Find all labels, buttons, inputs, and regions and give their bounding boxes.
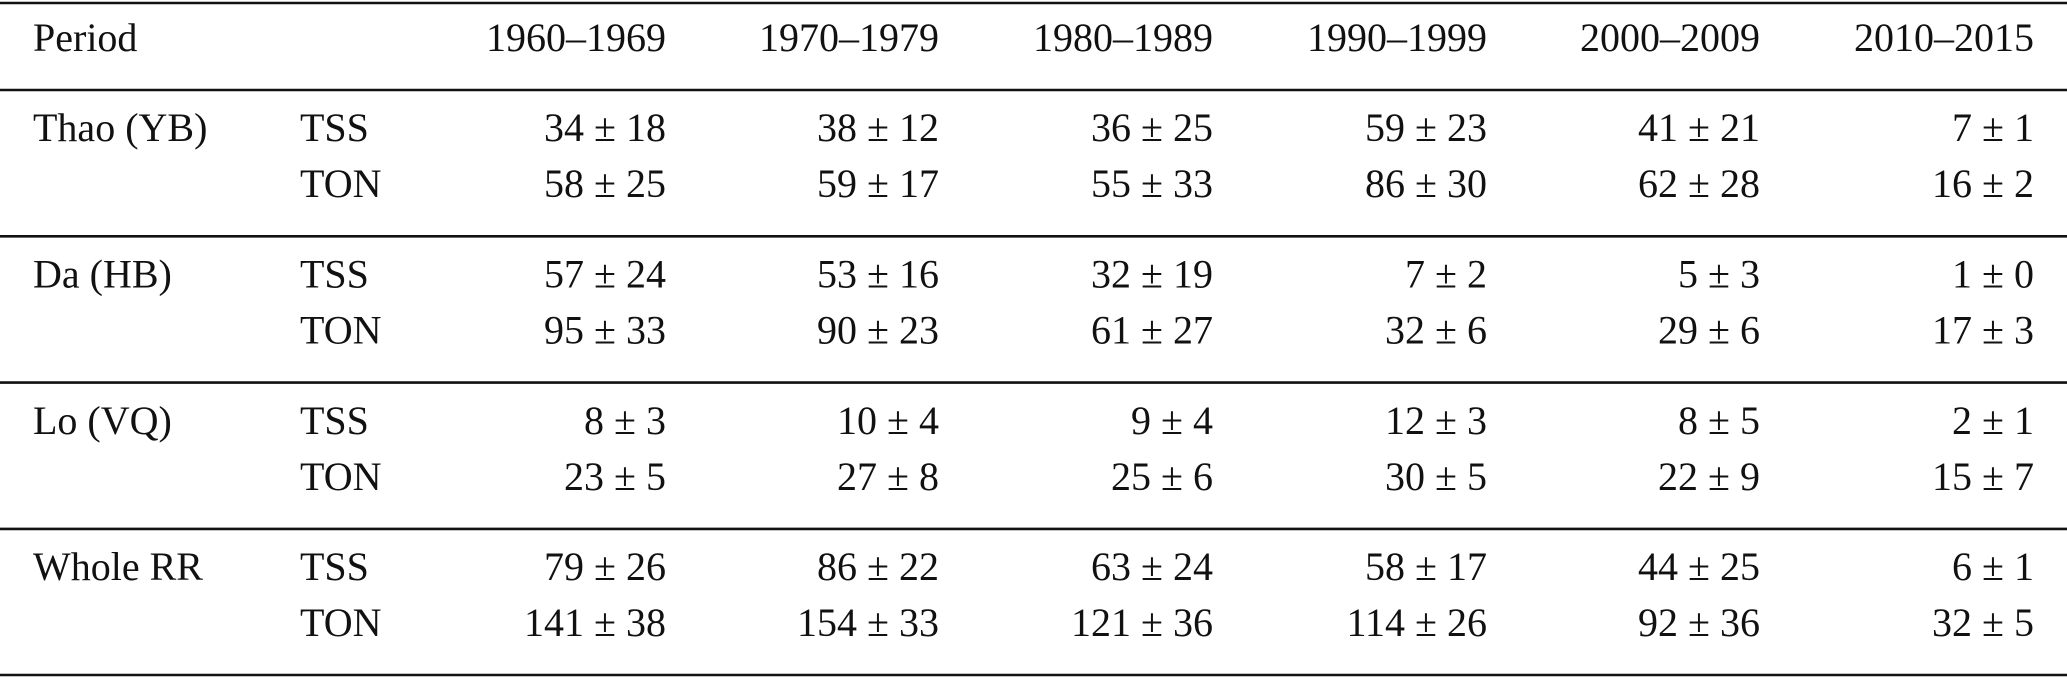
cell: 141 ± 38 <box>524 600 666 645</box>
group-name: Lo (VQ) <box>33 398 172 443</box>
cell: 7 ± 2 <box>1405 251 1487 296</box>
row-label: TON <box>300 600 381 645</box>
header-cell: 1990–1999 <box>1307 15 1487 60</box>
cell: 59 ± 23 <box>1365 105 1487 150</box>
cell: 25 ± 6 <box>1111 454 1213 499</box>
group-name: Thao (YB) <box>33 105 207 150</box>
cell: 58 ± 17 <box>1365 544 1487 589</box>
cell: 41 ± 21 <box>1638 105 1760 150</box>
cell: 7 ± 1 <box>1952 105 2034 150</box>
cell: 32 ± 6 <box>1385 307 1487 352</box>
cell: 57 ± 24 <box>544 251 666 296</box>
row-label: TSS <box>300 398 369 443</box>
cell: 79 ± 26 <box>544 544 666 589</box>
group-name: Da (HB) <box>33 251 172 296</box>
cell: 30 ± 5 <box>1385 454 1487 499</box>
row-label: TON <box>300 454 381 499</box>
cell: 63 ± 24 <box>1091 544 1213 589</box>
cell: 17 ± 3 <box>1932 307 2034 352</box>
cell: 114 ± 26 <box>1347 600 1487 645</box>
header-cell: 1960–1969 <box>486 15 666 60</box>
cell: 61 ± 27 <box>1091 307 1213 352</box>
group-name: Whole RR <box>33 544 203 589</box>
row-label: TSS <box>300 251 369 296</box>
cell: 5 ± 3 <box>1678 251 1760 296</box>
cell: 32 ± 19 <box>1091 251 1213 296</box>
cell: 62 ± 28 <box>1638 161 1760 206</box>
cell: 15 ± 7 <box>1932 454 2034 499</box>
row-label: TSS <box>300 544 369 589</box>
cell: 1 ± 0 <box>1952 251 2034 296</box>
cell: 58 ± 25 <box>544 161 666 206</box>
cell: 8 ± 3 <box>584 398 666 443</box>
cell: 55 ± 33 <box>1091 161 1213 206</box>
cell: 10 ± 4 <box>837 398 939 443</box>
header-cell: 2010–2015 <box>1854 15 2034 60</box>
cell: 92 ± 36 <box>1638 600 1760 645</box>
cell: 32 ± 5 <box>1932 600 2034 645</box>
cell: 22 ± 9 <box>1658 454 1760 499</box>
cell: 27 ± 8 <box>837 454 939 499</box>
header-cell: 2000–2009 <box>1580 15 1760 60</box>
cell: 8 ± 5 <box>1678 398 1760 443</box>
cell: 53 ± 16 <box>817 251 939 296</box>
cell: 16 ± 2 <box>1932 161 2034 206</box>
cell: 154 ± 33 <box>797 600 939 645</box>
cell: 86 ± 30 <box>1365 161 1487 206</box>
cell: 9 ± 4 <box>1131 398 1213 443</box>
cell: 2 ± 1 <box>1952 398 2034 443</box>
cell: 12 ± 3 <box>1385 398 1487 443</box>
cell: 90 ± 23 <box>817 307 939 352</box>
cell: 86 ± 22 <box>817 544 939 589</box>
cell: 34 ± 18 <box>544 105 666 150</box>
header-cell: 1970–1979 <box>759 15 939 60</box>
cell: 44 ± 25 <box>1638 544 1760 589</box>
cell: 59 ± 17 <box>817 161 939 206</box>
row-label: TON <box>300 307 381 352</box>
cell: 38 ± 12 <box>817 105 939 150</box>
row-label: TSS <box>300 105 369 150</box>
header-cell: Period <box>33 15 137 60</box>
cell: 121 ± 36 <box>1071 600 1213 645</box>
cell: 29 ± 6 <box>1658 307 1760 352</box>
header-cell: 1980–1989 <box>1033 15 1213 60</box>
cell: 23 ± 5 <box>564 454 666 499</box>
cell: 6 ± 1 <box>1952 544 2034 589</box>
row-label: TON <box>300 161 381 206</box>
cell: 36 ± 25 <box>1091 105 1213 150</box>
cell: 95 ± 33 <box>544 307 666 352</box>
